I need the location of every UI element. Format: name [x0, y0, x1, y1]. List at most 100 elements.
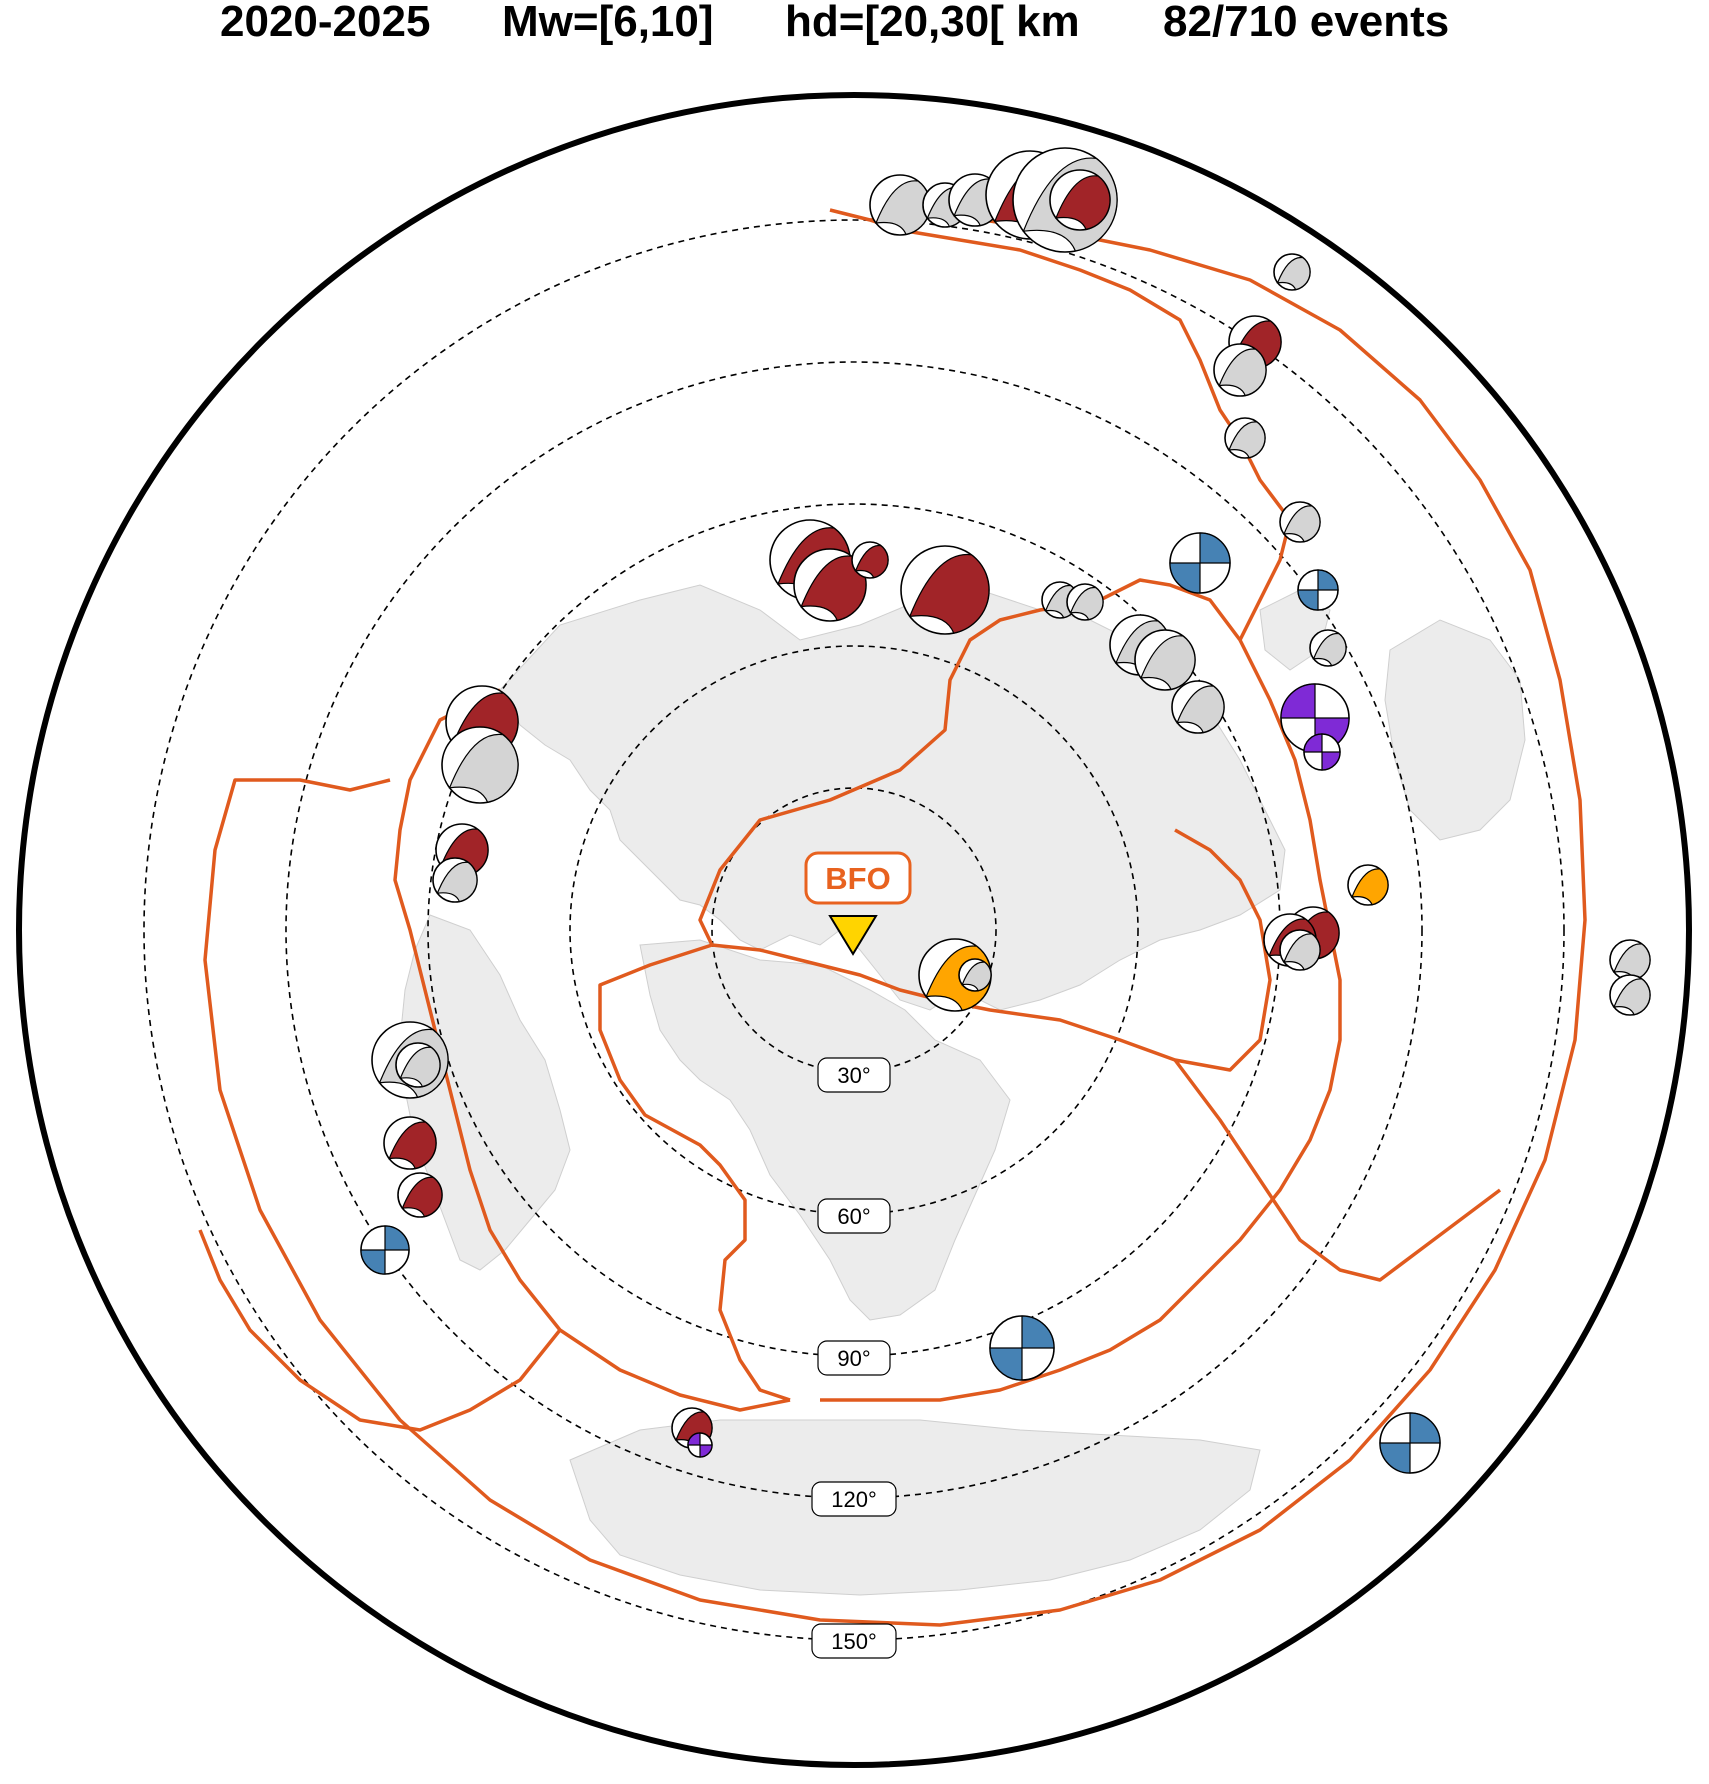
ring-label-150: 150°	[811, 1623, 897, 1659]
focal-mechanism-strike-slip-icon	[1379, 1412, 1441, 1474]
focal-mechanism-strike-slip-icon	[989, 1315, 1055, 1381]
mechanism-fill	[1283, 505, 1321, 543]
plate-boundary-south-america	[198, 1229, 562, 1432]
focal-mechanism-thrust-icon	[793, 548, 867, 622]
mechanism-fill	[401, 1176, 443, 1218]
mechanism-fill	[1351, 868, 1389, 906]
focal-mechanism-normal-icon	[1280, 683, 1350, 753]
ring-label-30: 30°	[817, 1057, 891, 1093]
plate-boundary-eurasia-africa	[711, 828, 1272, 1072]
ring-label-60: 60°	[817, 1198, 891, 1234]
landmass-australia	[1384, 619, 1526, 841]
land-masses	[399, 584, 1526, 1596]
mechanism-fill	[1176, 685, 1225, 734]
ring-label-text: 90°	[837, 1346, 870, 1371]
ring-label-90: 90°	[817, 1340, 891, 1376]
focal-mechanism-thrust-icon	[851, 541, 889, 579]
focal-mechanism-strike-slip-icon	[1297, 569, 1339, 611]
plate-boundary-pacific-west	[829, 208, 1292, 641]
focal-mechanism-minor-icon	[869, 174, 931, 236]
focal-mechanism-minor-icon	[1609, 939, 1651, 981]
mechanism-fill	[961, 961, 992, 992]
mechanism-fill	[1169, 532, 1231, 594]
focal-mechanism-minor-icon	[441, 726, 519, 804]
ring-labels: 30° 60° 90° 120° 150°	[811, 1057, 897, 1659]
plate-boundary-arctic	[698, 578, 1242, 946]
focal-mechanism-minor-icon	[432, 857, 478, 903]
ring-label-box	[817, 1057, 891, 1093]
plate-boundaries	[198, 208, 1587, 1627]
mechanism-fill	[448, 733, 519, 803]
focal-mechanism-minor-icon	[1309, 629, 1347, 667]
mechanism-fill	[854, 544, 889, 579]
plate-boundary-indian-ocean	[1173, 1058, 1502, 1282]
focal-mechanism-oblique-icon	[1347, 864, 1389, 906]
mechanism-fill	[989, 1315, 1055, 1381]
title-magnitude: Mw=[6,10]	[502, 0, 714, 46]
plate-boundary-americas-west	[393, 688, 791, 1412]
focal-mechanisms	[360, 147, 1651, 1474]
focal-mechanism-minor-icon	[1171, 680, 1225, 734]
title-depth: hd=[20,30[ km	[785, 0, 1080, 46]
focal-mechanism-strike-slip-icon	[360, 1225, 410, 1275]
station-label: BFO	[825, 861, 890, 896]
mechanism-fill	[908, 553, 990, 634]
mechanism-fill	[1055, 175, 1111, 231]
mechanism-fill	[1303, 733, 1341, 771]
mechanism-fill	[399, 1046, 441, 1088]
focal-mechanism-minor-icon	[1273, 253, 1311, 291]
ring-label-box	[817, 1340, 891, 1376]
focal-mechanism-minor-icon	[958, 958, 992, 992]
mechanism-fill	[1069, 586, 1104, 621]
plate-boundary-pacific-outer	[203, 213, 1587, 1627]
focal-mechanism-minor-icon	[1134, 629, 1196, 691]
mechanism-fill	[388, 1121, 437, 1170]
mechanism-fill	[800, 555, 867, 621]
focal-mechanism-minor-icon	[1224, 417, 1266, 459]
mechanism-fill	[1297, 569, 1339, 611]
mechanism-fill	[1312, 632, 1347, 667]
mechanism-fill	[436, 861, 478, 903]
mechanism-fill	[1228, 421, 1266, 459]
focal-mechanism-thrust-icon	[900, 545, 990, 635]
focal-mechanism-thrust-icon	[397, 1172, 443, 1218]
map-title: 2020-2025 Mw=[6,10] hd=[20,30[ km 82/710…	[220, 0, 1449, 46]
mechanism-fill	[1613, 943, 1651, 981]
focal-mechanism-minor-icon	[1609, 974, 1651, 1016]
ring-label-text: 60°	[837, 1204, 870, 1229]
focal-mechanism-strike-slip-icon	[1169, 532, 1231, 594]
mechanism-fill	[1218, 348, 1267, 397]
ring-label-box	[817, 1198, 891, 1234]
ring-label-120: 120°	[811, 1481, 897, 1517]
ring-label-text: 150°	[831, 1629, 877, 1654]
focal-mechanism-thrust-icon	[383, 1116, 437, 1170]
ring-label-box	[811, 1481, 897, 1517]
mechanism-fill	[687, 1432, 713, 1458]
mechanism-fill	[1276, 256, 1311, 291]
plate-boundary-pacific-inner	[820, 639, 1342, 1402]
title-event-count: 82/710 events	[1163, 0, 1449, 46]
mechanism-fill	[1379, 1412, 1441, 1474]
mechanism-fill	[1283, 933, 1321, 971]
station-bfo: BFO	[804, 851, 912, 956]
focal-mechanism-minor-icon	[1279, 929, 1321, 971]
title-period: 2020-2025	[220, 0, 430, 46]
focal-mechanism-thrust-icon	[1049, 169, 1111, 231]
focal-mechanism-minor-icon	[1213, 343, 1267, 397]
landmass-antarctica	[569, 1419, 1261, 1596]
focal-mechanism-minor-icon	[395, 1042, 441, 1088]
focal-mechanism-normal-icon	[687, 1432, 713, 1458]
mechanism-fill	[360, 1225, 410, 1275]
landmass-africa	[639, 939, 1011, 1321]
plate-boundary-mid-atlantic	[598, 943, 791, 1402]
station-label-box	[804, 851, 912, 905]
focal-mechanism-minor-icon	[1066, 583, 1104, 621]
focal-mechanism-minor-icon	[1279, 501, 1321, 543]
mechanism-fill	[1140, 635, 1196, 691]
mechanism-fill	[1613, 978, 1651, 1016]
focal-mechanism-normal-icon	[1303, 733, 1341, 771]
ring-label-text: 30°	[837, 1063, 870, 1088]
station-triangle-icon	[828, 915, 878, 956]
ring-label-box	[811, 1623, 897, 1659]
